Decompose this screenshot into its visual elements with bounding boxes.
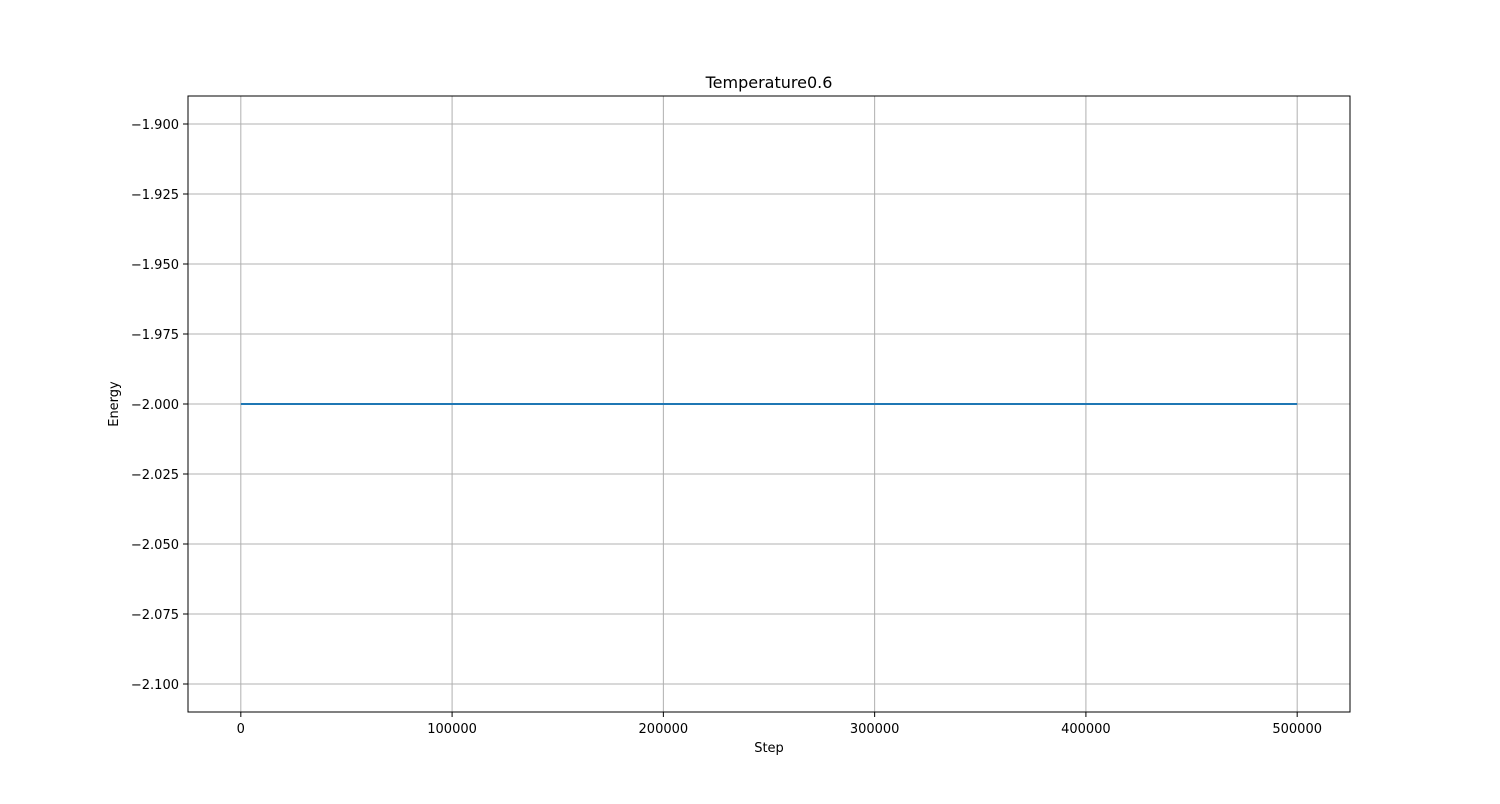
x-tick-label: 200000 (639, 722, 689, 737)
x-tick-label: 300000 (850, 722, 900, 737)
x-tick-label: 0 (237, 722, 245, 737)
y-axis-ticks: −1.900 −1.925 −1.950 −1.975 −2.000 −2.025 −2.0… (131, 118, 188, 693)
y-tick-label: −2.025 (131, 468, 179, 483)
y-tick-label: −2.000 (131, 398, 179, 413)
y-axis-label: Energy (107, 381, 122, 427)
y-tick-label: −1.925 (131, 188, 179, 203)
x-tick-label: 100000 (427, 722, 477, 737)
y-tick-label: −1.950 (131, 258, 179, 273)
x-tick-label: 500000 (1272, 722, 1322, 737)
x-axis-ticks: 0 100000 200000 300000 400000 500000 (237, 712, 1322, 737)
y-tick-label: −2.100 (131, 678, 179, 693)
y-tick-label: −1.900 (131, 118, 179, 133)
y-tick-label: −2.050 (131, 538, 179, 553)
y-tick-label: −2.075 (131, 608, 179, 623)
x-tick-label: 400000 (1061, 722, 1111, 737)
y-tick-label: −1.975 (131, 328, 179, 343)
chart-title: Temperature0.6 (705, 73, 833, 92)
x-axis-label: Step (754, 741, 784, 756)
